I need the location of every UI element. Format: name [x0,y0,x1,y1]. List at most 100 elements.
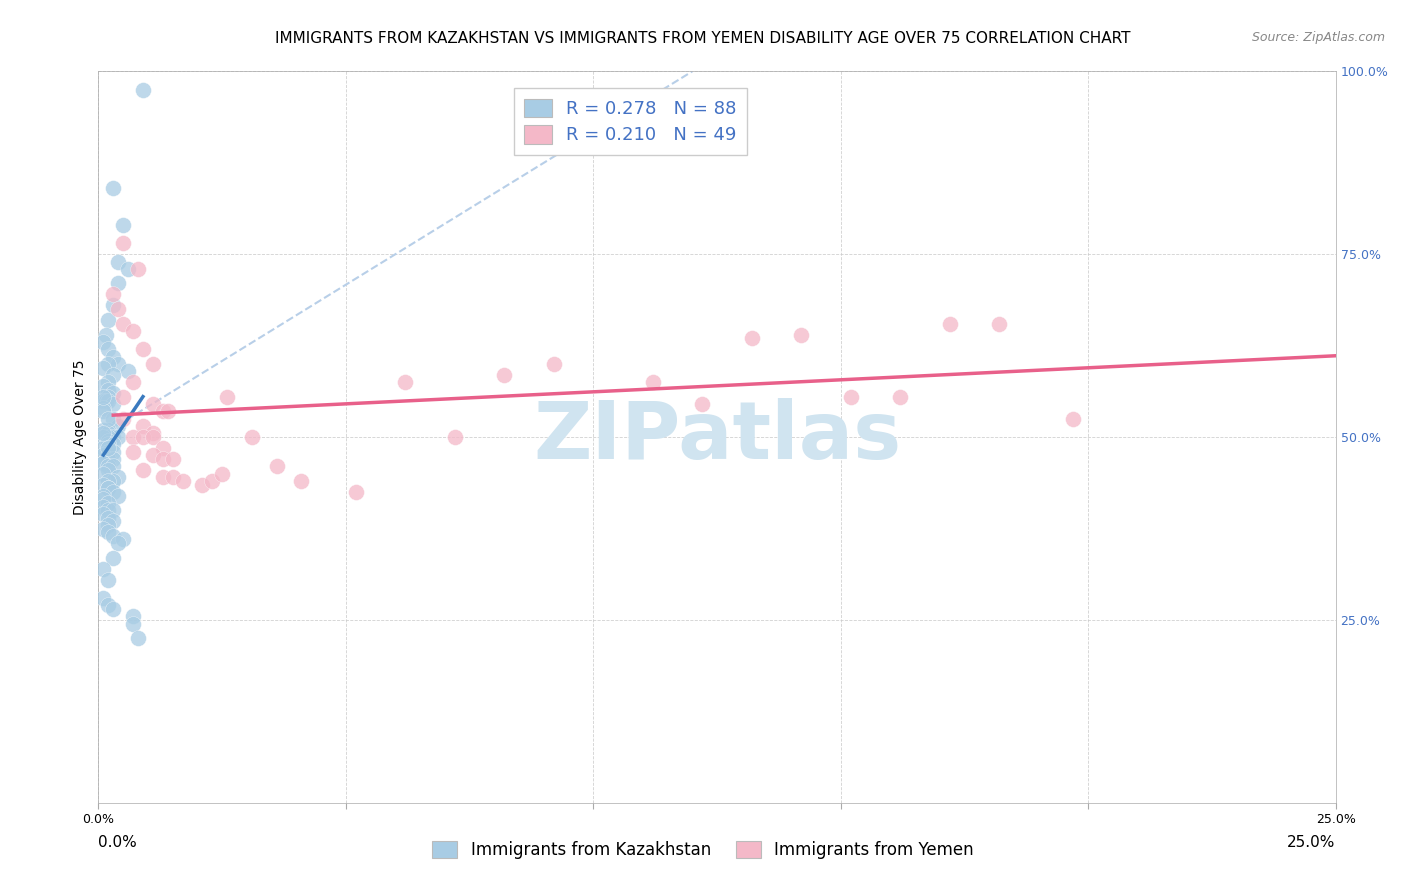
Point [103,514,125,528]
Point [127,261,149,276]
Point [97,481,120,495]
Point [107,277,129,291]
Point [103,452,125,467]
Point [132,83,155,97]
Point [93,360,115,375]
Point [97,510,120,524]
Point [97,390,120,404]
Point [97,525,120,540]
Point [97,599,120,613]
Point [103,529,125,543]
Point [132,419,155,434]
Point [117,261,139,276]
Point [103,386,125,401]
Text: IMMIGRANTS FROM KAZAKHSTAN VS IMMIGRANTS FROM YEMEN DISABILITY AGE OVER 75 CORRE: IMMIGRANTS FROM KAZAKHSTAN VS IMMIGRANTS… [276,31,1130,46]
Point [97,474,120,488]
Point [93,477,115,491]
Point [97,573,120,587]
Point [112,533,135,547]
Point [127,632,149,646]
Text: Source: ZipAtlas.com: Source: ZipAtlas.com [1251,31,1385,45]
Text: ZIPatlas: ZIPatlas [533,398,901,476]
Point [103,459,125,474]
Point [122,444,145,458]
Point [112,218,135,232]
Point [93,379,115,393]
Point [103,397,125,411]
Point [394,376,416,390]
Point [97,463,120,477]
Point [1062,412,1084,426]
Point [152,470,174,484]
Point [93,430,115,444]
Point [889,390,911,404]
Point [93,423,115,437]
Point [240,430,263,444]
Point [93,489,115,503]
Point [172,474,194,488]
Point [162,452,184,467]
Point [97,434,120,448]
Point [112,317,135,331]
Point [93,441,115,455]
Point [142,397,165,411]
Point [107,470,129,484]
Point [938,317,960,331]
Point [741,331,763,345]
Point [152,441,174,455]
Point [122,430,145,444]
Point [112,412,135,426]
Point [93,562,115,576]
Point [93,393,115,408]
Point [97,426,120,441]
Point [97,343,120,357]
Point [266,459,288,474]
Point [103,412,125,426]
Point [97,444,120,458]
Point [97,393,120,408]
Point [103,444,125,458]
Point [103,181,125,195]
Point [839,390,862,404]
Point [93,467,115,481]
Point [97,313,120,327]
Point [103,298,125,312]
Point [93,449,115,463]
Point [93,500,115,514]
Point [107,357,129,371]
Point [103,350,125,364]
Point [103,474,125,488]
Point [156,404,179,418]
Point [93,456,115,470]
Point [122,324,145,338]
Point [494,368,516,382]
Point [97,496,120,510]
Point [97,452,120,467]
Point [103,287,125,301]
Point [132,430,155,444]
Point [94,393,117,408]
Point [217,390,239,404]
Point [142,449,165,463]
Point [93,492,115,507]
Point [107,301,129,317]
Point [641,376,664,390]
Point [93,334,115,349]
Point [142,357,165,371]
Point [543,357,565,371]
Y-axis label: Disability Age Over 75: Disability Age Over 75 [73,359,87,515]
Point [290,474,312,488]
Point [97,383,120,397]
Point [103,602,125,616]
Point [103,503,125,517]
Point [112,390,135,404]
Point [93,390,115,404]
Point [93,521,115,535]
Point [103,430,125,444]
Point [103,485,125,500]
Point [142,426,165,441]
Point [142,430,165,444]
Point [97,459,120,474]
Point [152,452,174,467]
Point [122,616,145,631]
